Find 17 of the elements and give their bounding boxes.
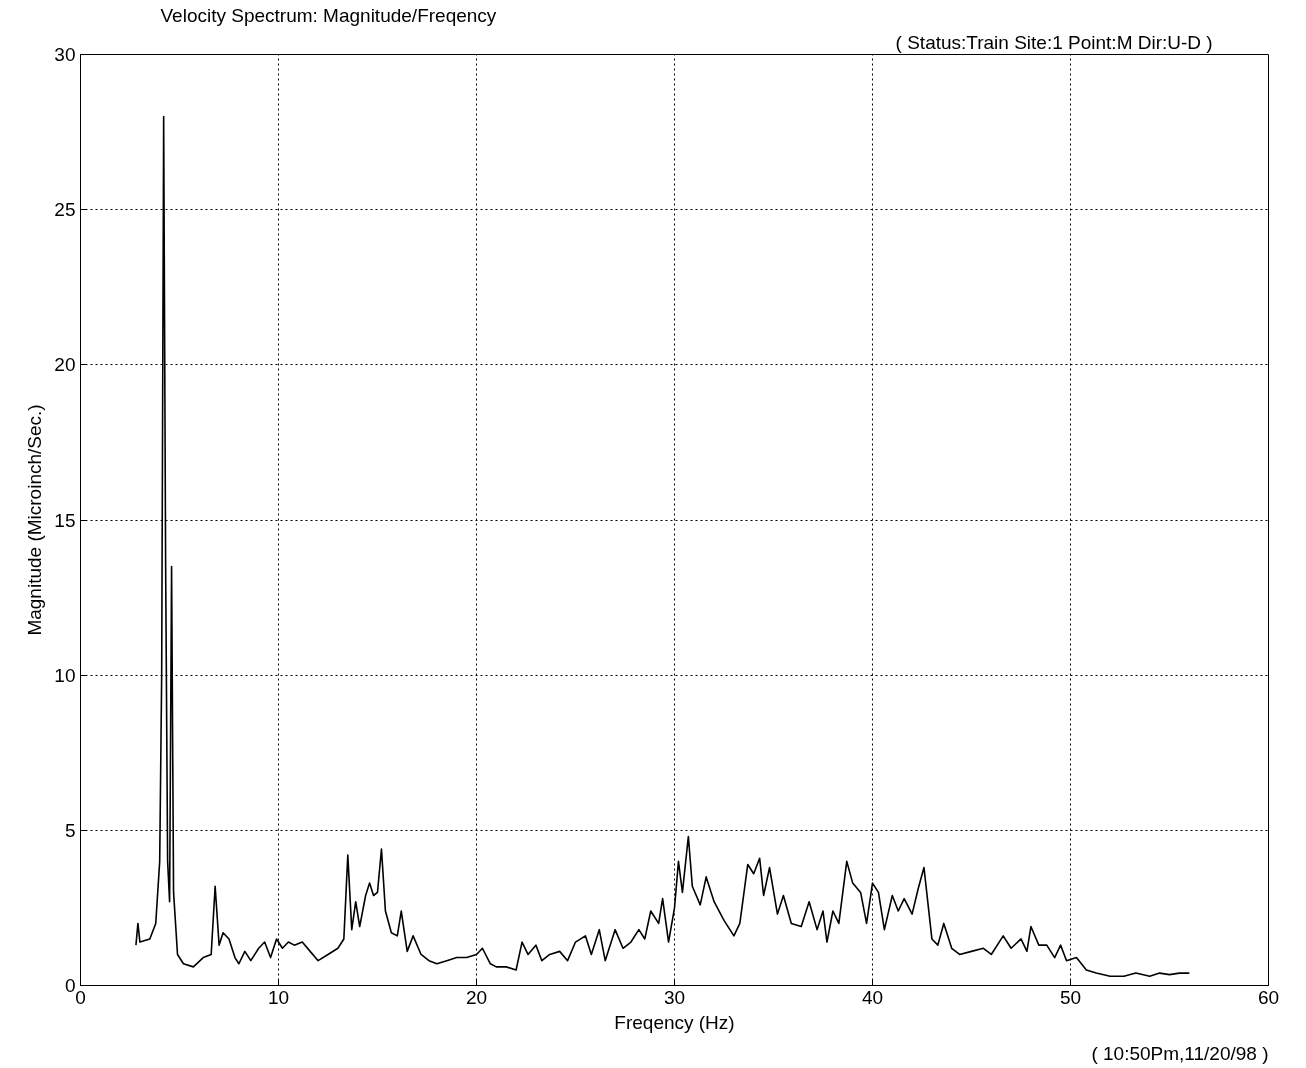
- y-axis-title: Magnitude (Microinch/Sec.): [24, 404, 46, 636]
- chart-subtitle: ( Status:Train Site:1 Point:M Dir:U-D ): [895, 31, 1213, 53]
- y-tick-label: 5: [64, 819, 76, 841]
- x-tick-label: 10: [267, 986, 290, 1008]
- y-tick-label: 30: [54, 44, 76, 65]
- y-tick-label: 10: [54, 664, 76, 686]
- x-tick-label: 50: [1059, 986, 1082, 1008]
- x-tick-label: 40: [861, 986, 884, 1008]
- x-tick-label: 20: [465, 986, 488, 1008]
- x-tick-label: 60: [1257, 986, 1280, 1008]
- y-tick-label: 25: [54, 199, 76, 221]
- x-tick-label: 30: [663, 986, 686, 1008]
- text: ( 10:50Pm,11/20/98 ): [1091, 1042, 1269, 1064]
- y-tick-label: 15: [54, 509, 76, 531]
- x-axis-title: Freqency (Hz): [614, 1011, 735, 1033]
- chart-title: Velocity Spectrum: Magnitude/Freqency: [160, 4, 497, 26]
- y-tick-label: 20: [54, 354, 76, 376]
